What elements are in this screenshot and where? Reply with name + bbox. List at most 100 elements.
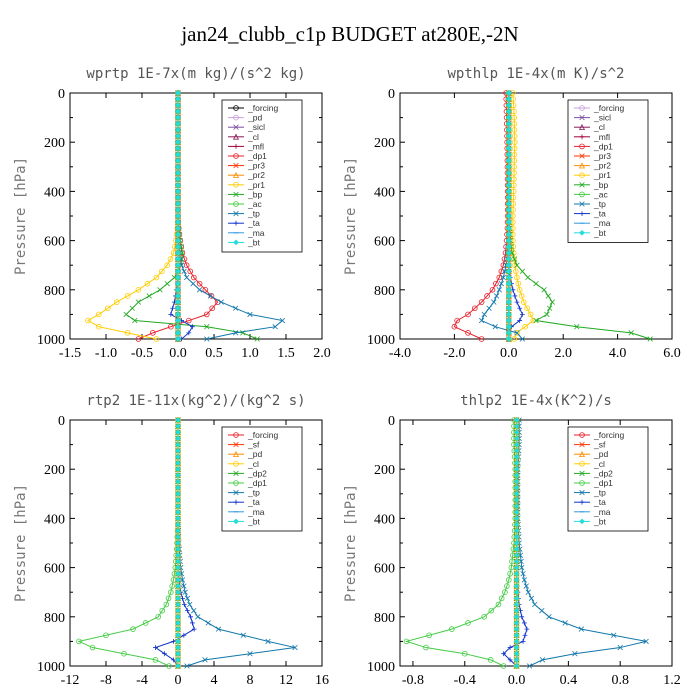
data-point xyxy=(505,225,512,232)
data-point xyxy=(175,620,181,626)
legend-marker xyxy=(579,470,585,477)
data-point xyxy=(502,268,508,275)
legend-label: _pr2 xyxy=(593,161,611,171)
data-point xyxy=(524,305,530,312)
legend-label: _tp xyxy=(593,199,606,209)
data-point xyxy=(426,632,432,639)
legend-marker xyxy=(579,172,585,179)
data-point xyxy=(507,570,513,577)
data-point xyxy=(513,546,520,552)
data-point xyxy=(190,620,195,626)
data-point xyxy=(175,638,181,645)
data-point xyxy=(520,639,526,644)
data-point xyxy=(175,441,181,448)
x-tick-label: -0.4 xyxy=(454,673,476,688)
data-point xyxy=(533,317,539,324)
data-point xyxy=(121,650,127,657)
data-point xyxy=(114,299,120,305)
data-point xyxy=(505,311,512,318)
x-tick-label: -1.5 xyxy=(59,346,81,361)
legend-label: _tp xyxy=(593,488,606,498)
legend-marker xyxy=(579,432,585,438)
data-point xyxy=(647,336,653,342)
data-point xyxy=(152,657,159,663)
legend-label: _bp xyxy=(593,180,608,190)
x-tick-label: 0 xyxy=(175,673,182,688)
data-point xyxy=(505,293,512,299)
data-point xyxy=(175,250,181,256)
legend-label: _bt xyxy=(247,516,260,526)
data-point xyxy=(175,280,181,287)
legend-marker xyxy=(579,143,585,150)
data-point xyxy=(493,280,499,287)
legend-label: _pd xyxy=(593,449,608,459)
data-point xyxy=(513,613,520,620)
data-point xyxy=(175,527,181,534)
data-point xyxy=(76,638,82,645)
legend-marker xyxy=(233,441,239,448)
legend-label: _sicl xyxy=(593,113,611,123)
legend-marker xyxy=(579,229,585,236)
data-point xyxy=(512,293,518,299)
data-point xyxy=(505,188,512,195)
data-point xyxy=(505,90,512,96)
data-point xyxy=(175,170,181,176)
data-point xyxy=(539,657,546,663)
data-point xyxy=(511,170,517,176)
data-point xyxy=(513,472,520,479)
data-point xyxy=(175,219,181,225)
data-point xyxy=(96,311,102,318)
data-point xyxy=(153,336,160,342)
legend-marker xyxy=(579,201,585,207)
data-point xyxy=(505,96,512,102)
data-point xyxy=(175,570,181,577)
legend-label: _ac xyxy=(247,199,262,209)
legend-marker xyxy=(233,470,239,477)
data-point xyxy=(544,311,550,318)
data-point xyxy=(159,268,165,275)
data-point xyxy=(132,317,138,324)
data-point xyxy=(175,558,181,565)
data-point xyxy=(572,651,578,657)
data-point xyxy=(513,509,520,516)
data-point xyxy=(513,417,520,423)
data-point xyxy=(153,645,158,650)
data-point xyxy=(517,305,523,311)
data-point xyxy=(465,330,471,336)
legend-label: _bp xyxy=(247,189,262,199)
data-point xyxy=(505,102,512,109)
data-point xyxy=(617,644,623,651)
legend-marker xyxy=(233,124,239,130)
data-point xyxy=(505,114,512,121)
y-tick-label: 200 xyxy=(44,136,65,151)
data-point xyxy=(168,589,174,595)
data-point xyxy=(175,90,181,96)
data-point xyxy=(202,286,209,293)
data-point xyxy=(175,163,181,170)
data-point xyxy=(505,194,512,201)
data-point xyxy=(265,638,271,645)
data-point xyxy=(511,256,518,262)
legend-label: _dp1 xyxy=(247,478,267,488)
legend-label: _ma xyxy=(247,507,265,517)
data-point xyxy=(513,466,520,473)
data-point xyxy=(505,145,512,152)
x-tick-label: 8 xyxy=(247,673,254,688)
data-point xyxy=(190,324,195,330)
series-line-dp1 xyxy=(77,420,179,667)
data-point xyxy=(175,657,181,663)
data-point xyxy=(513,490,520,497)
data-point xyxy=(513,435,520,442)
legend-marker xyxy=(233,201,239,207)
legend-label: _dp1 xyxy=(593,141,613,151)
series-group xyxy=(85,89,286,342)
data-point xyxy=(513,515,520,522)
data-point xyxy=(507,657,513,663)
data-point xyxy=(511,120,518,127)
data-point xyxy=(532,601,538,608)
legend-label: _sf xyxy=(247,440,260,450)
data-point xyxy=(481,311,488,318)
data-point xyxy=(175,626,181,632)
data-point xyxy=(513,620,520,626)
data-point xyxy=(169,583,175,589)
